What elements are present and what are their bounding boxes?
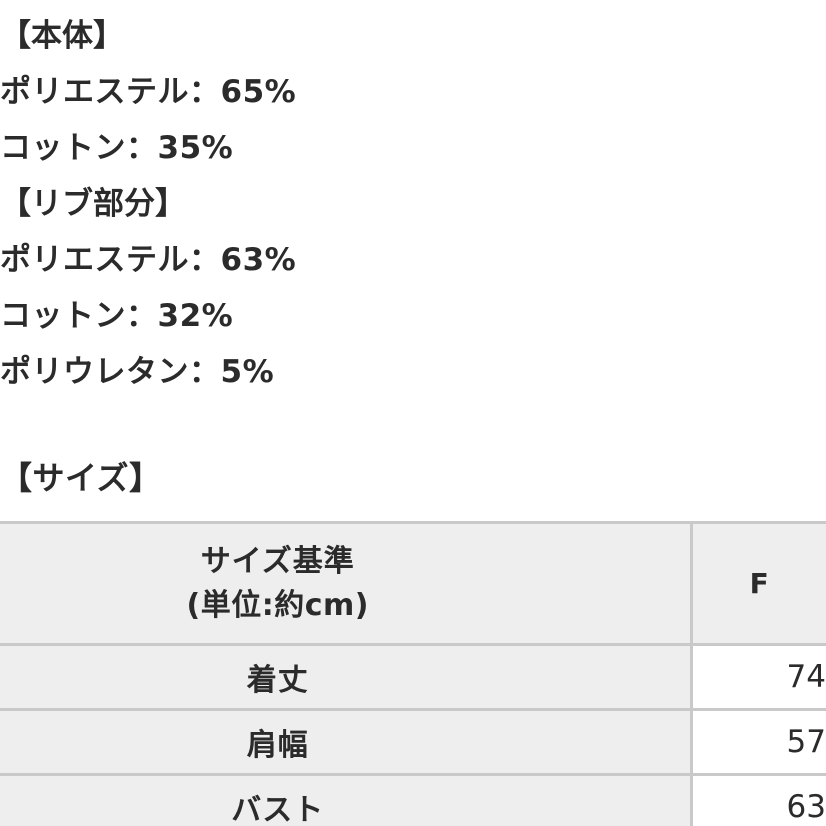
size-chart-table: サイズ基準 (単位:約cm) F 着丈 74 肩幅 57 [0, 521, 826, 826]
size-section-heading: 【サイズ】 [0, 459, 162, 497]
material-item-cotton-rib: コットン：32% [0, 298, 234, 334]
row-value-bust-f: 63 [691, 774, 826, 826]
header-label-line1: サイズ基準 [200, 543, 355, 579]
row-value-length-f: 74 [691, 644, 826, 711]
size-table-body: 着丈 74 肩幅 57 バスト 63 袖丈 57 [0, 644, 826, 826]
size-table-wrapper: サイズ基準 (単位:約cm) F 着丈 74 肩幅 57 [0, 521, 826, 826]
material-heading-body: 【本体】 [0, 18, 124, 54]
header-cell-size-f: F [691, 522, 826, 646]
table-row: 着丈 74 [0, 644, 826, 711]
material-item-polyurethane-rib: ポリウレタン：5% [0, 354, 275, 390]
table-row: 肩幅 57 [0, 709, 826, 776]
material-heading-rib: 【リブ部分】 [0, 186, 186, 222]
table-row: バスト 63 [0, 774, 826, 826]
table-header-row: サイズ基準 (単位:約cm) F [0, 522, 826, 646]
size-table-head: サイズ基準 (単位:約cm) F [0, 522, 826, 646]
header-label-line2: (単位:約cm) [186, 587, 369, 623]
material-item-cotton-body: コットン：35% [0, 130, 234, 166]
material-composition-block: 【本体】 ポリエステル：65% コットン：35% 【リブ部分】 ポリエステル：6… [0, 0, 826, 400]
material-item-polyester-body: ポリエステル：65% [0, 74, 297, 110]
row-value-shoulder-f: 57 [691, 709, 826, 776]
row-label-shoulder: 肩幅 [0, 709, 693, 776]
header-cell-size-standard: サイズ基準 (単位:約cm) [0, 522, 693, 646]
section-spacer [0, 400, 826, 458]
material-item-polyester-rib: ポリエステル：63% [0, 242, 297, 278]
row-label-length: 着丈 [0, 644, 693, 711]
row-label-bust: バスト [0, 774, 693, 826]
